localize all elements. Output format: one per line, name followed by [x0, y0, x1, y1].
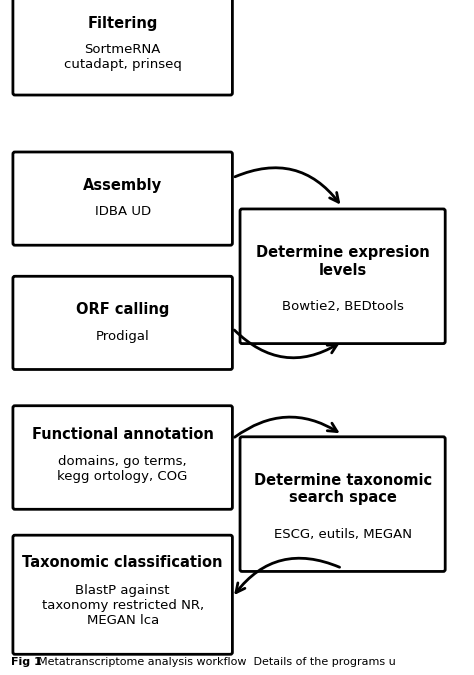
- Text: Prodigal: Prodigal: [96, 329, 149, 343]
- Text: Taxonomic classification: Taxonomic classification: [22, 555, 223, 570]
- FancyBboxPatch shape: [13, 535, 232, 654]
- FancyBboxPatch shape: [13, 276, 232, 369]
- Text: Determine expresion
levels: Determine expresion levels: [256, 245, 429, 277]
- Text: Fig 1: Fig 1: [11, 657, 49, 667]
- Text: BlastP against
taxonomy restricted NR,
MEGAN lca: BlastP against taxonomy restricted NR, M…: [42, 584, 204, 627]
- Text: Filtering: Filtering: [88, 16, 158, 32]
- Text: IDBA UD: IDBA UD: [95, 205, 151, 219]
- Text: ESCG, eutils, MEGAN: ESCG, eutils, MEGAN: [273, 528, 411, 541]
- Text: Bowtie2, BEDtools: Bowtie2, BEDtools: [282, 300, 403, 313]
- Text: domains, go terms,
kegg ortology, COG: domains, go terms, kegg ortology, COG: [57, 455, 188, 483]
- FancyBboxPatch shape: [13, 406, 232, 510]
- Text: Determine taxonomic
search space: Determine taxonomic search space: [254, 473, 432, 506]
- Text: Assembly: Assembly: [83, 178, 162, 193]
- Text: SortmeRNA
cutadapt, prinseq: SortmeRNA cutadapt, prinseq: [64, 43, 182, 71]
- Text: ORF calling: ORF calling: [76, 302, 169, 317]
- FancyBboxPatch shape: [13, 152, 232, 245]
- FancyBboxPatch shape: [240, 437, 445, 572]
- FancyBboxPatch shape: [13, 0, 232, 95]
- Text: Metatranscriptome analysis workflow  Details of the programs u: Metatranscriptome analysis workflow Deta…: [38, 657, 395, 667]
- Text: Functional annotation: Functional annotation: [32, 427, 214, 442]
- FancyBboxPatch shape: [240, 209, 445, 344]
